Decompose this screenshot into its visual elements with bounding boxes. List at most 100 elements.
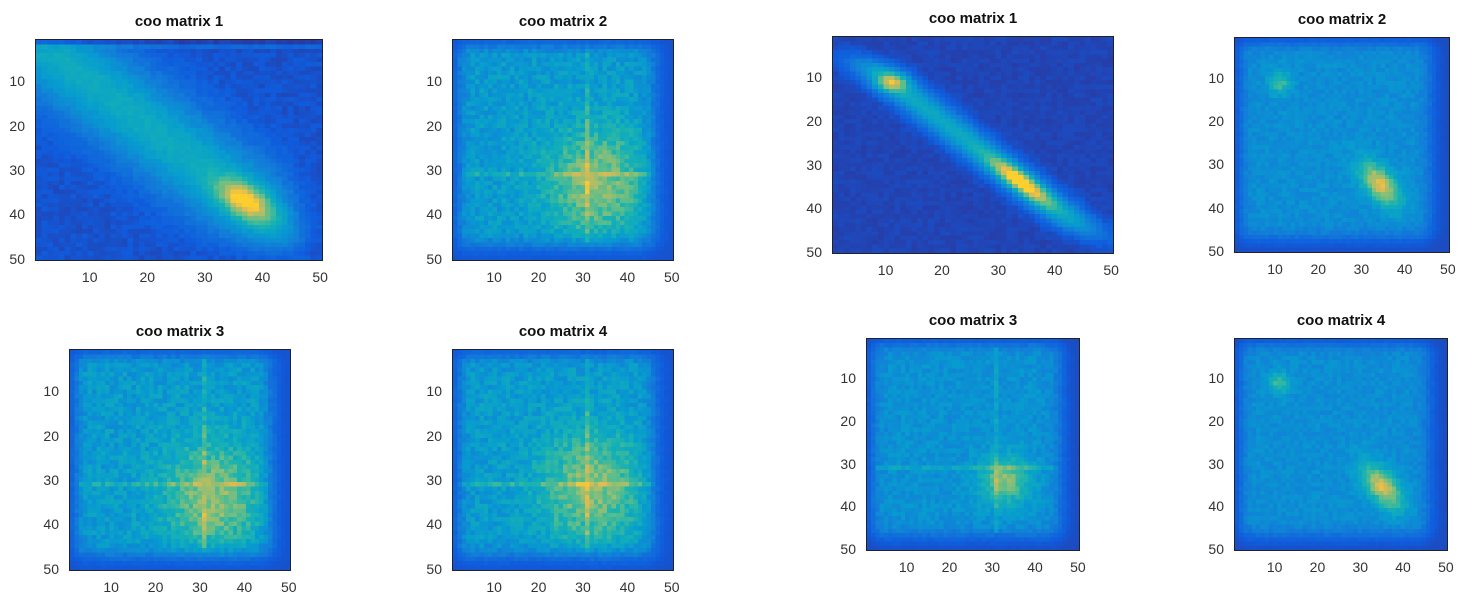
x-tick-label: 40	[1395, 559, 1411, 575]
y-tick-label: 20	[1208, 413, 1224, 430]
x-tick-label: 10	[1266, 559, 1283, 575]
heatmap-cells	[70, 350, 290, 570]
chart-title: coo matrix 1	[134, 13, 224, 30]
x-tick-label: 40	[619, 579, 636, 595]
heatmap-plot-area	[1234, 338, 1448, 551]
y-tick-label: 50	[1208, 242, 1224, 259]
heatmap-plot-area	[69, 349, 291, 571]
y-tick-label: 40	[806, 200, 822, 217]
x-tick-label: 20	[1310, 261, 1327, 277]
x-tick-label: 30	[984, 559, 1001, 575]
x-tick-label: 10	[898, 559, 915, 575]
x-tick-label: 30	[575, 579, 591, 595]
heatmap-cells	[453, 350, 673, 570]
x-tick-label: 50	[312, 269, 328, 285]
y-tick-label: 20	[806, 113, 822, 130]
y-tick-label: 30	[9, 161, 25, 178]
y-tick-label: 30	[43, 471, 59, 488]
y-tick-label: 30	[1208, 156, 1224, 173]
x-tick-label: 40	[254, 269, 271, 285]
y-tick-label: 10	[1208, 70, 1224, 87]
y-tick-label: 40	[9, 206, 25, 223]
chart-title: coo matrix 3	[135, 323, 225, 340]
x-tick-label: 10	[486, 269, 502, 285]
x-tick-label: 40	[1027, 559, 1043, 575]
x-tick-label: 50	[280, 579, 297, 595]
x-tick-label: 30	[575, 269, 591, 285]
x-tick-label: 30	[990, 262, 1007, 278]
x-tick-label: 50	[1438, 559, 1454, 575]
x-tick-label: 20	[530, 269, 547, 285]
y-tick-label: 10	[426, 73, 442, 90]
y-tick-label: 10	[426, 383, 442, 400]
y-tick-label: 20	[426, 117, 442, 134]
y-tick-label: 30	[840, 455, 856, 472]
x-tick-label: 50	[663, 579, 680, 595]
x-tick-label: 20	[934, 262, 950, 278]
x-tick-label: 40	[236, 579, 253, 595]
x-tick-label: 10	[103, 579, 119, 595]
x-tick-label: 10	[1267, 261, 1283, 277]
y-tick-label: 50	[9, 250, 25, 267]
x-tick-label: 40	[1396, 261, 1413, 277]
x-tick-label: 10	[81, 269, 98, 285]
heatmap-cells	[453, 40, 673, 260]
x-tick-label: 10	[877, 262, 894, 278]
heatmap-plot-area	[1234, 37, 1450, 253]
heatmap-plot-area	[452, 39, 674, 261]
y-tick-label: 40	[43, 516, 59, 533]
y-tick-label: 40	[426, 206, 442, 223]
x-tick-label: 40	[1046, 262, 1063, 278]
x-tick-label: 20	[139, 269, 156, 285]
heatmap-plot-area	[832, 36, 1114, 254]
x-tick-label: 30	[197, 269, 213, 285]
x-tick-label: 30	[192, 579, 208, 595]
heatmap-cells	[1235, 38, 1449, 252]
heatmap-plot-area	[866, 338, 1080, 551]
x-tick-label: 20	[530, 579, 547, 595]
y-tick-label: 30	[806, 156, 822, 173]
y-tick-label: 20	[1208, 113, 1224, 130]
x-tick-label: 20	[941, 559, 958, 575]
y-tick-label: 30	[1208, 455, 1224, 472]
chart-title: coo matrix 4	[1296, 312, 1386, 329]
heatmap-cells	[867, 339, 1079, 550]
x-tick-label: 20	[147, 579, 164, 595]
y-tick-label: 50	[806, 243, 822, 260]
y-tick-label: 40	[1208, 498, 1224, 515]
heatmap-cells	[36, 40, 322, 260]
y-tick-label: 20	[43, 427, 59, 444]
y-tick-label: 10	[806, 69, 822, 86]
y-tick-label: 10	[1208, 370, 1224, 387]
x-tick-label: 50	[1103, 262, 1119, 278]
y-tick-label: 40	[840, 498, 856, 515]
y-tick-label: 50	[1208, 540, 1224, 557]
y-tick-label: 30	[426, 161, 442, 178]
heatmap-plot-area	[35, 39, 323, 261]
x-tick-label: 30	[1352, 559, 1369, 575]
y-tick-label: 20	[426, 427, 442, 444]
y-tick-label: 40	[426, 516, 442, 533]
y-tick-label: 10	[43, 383, 59, 400]
chart-title: coo matrix 2	[518, 13, 608, 30]
heatmap-cells	[1235, 339, 1447, 550]
y-tick-label: 10	[9, 73, 25, 90]
x-tick-label: 50	[1440, 261, 1456, 277]
chart-title: coo matrix 1	[928, 10, 1018, 27]
y-tick-label: 50	[840, 540, 856, 557]
chart-title: coo matrix 4	[518, 323, 608, 340]
y-tick-label: 30	[426, 471, 442, 488]
x-tick-label: 50	[663, 269, 680, 285]
heatmap-plot-area	[452, 349, 674, 571]
x-tick-label: 50	[1070, 559, 1086, 575]
x-tick-label: 10	[486, 579, 502, 595]
y-tick-label: 50	[426, 560, 442, 577]
x-tick-label: 30	[1353, 261, 1370, 277]
y-tick-label: 50	[43, 560, 59, 577]
y-tick-label: 50	[426, 250, 442, 267]
y-tick-label: 10	[840, 370, 856, 387]
chart-title: coo matrix 2	[1297, 11, 1387, 28]
x-tick-label: 40	[619, 269, 636, 285]
y-tick-label: 20	[840, 413, 856, 430]
y-tick-label: 40	[1208, 199, 1224, 216]
